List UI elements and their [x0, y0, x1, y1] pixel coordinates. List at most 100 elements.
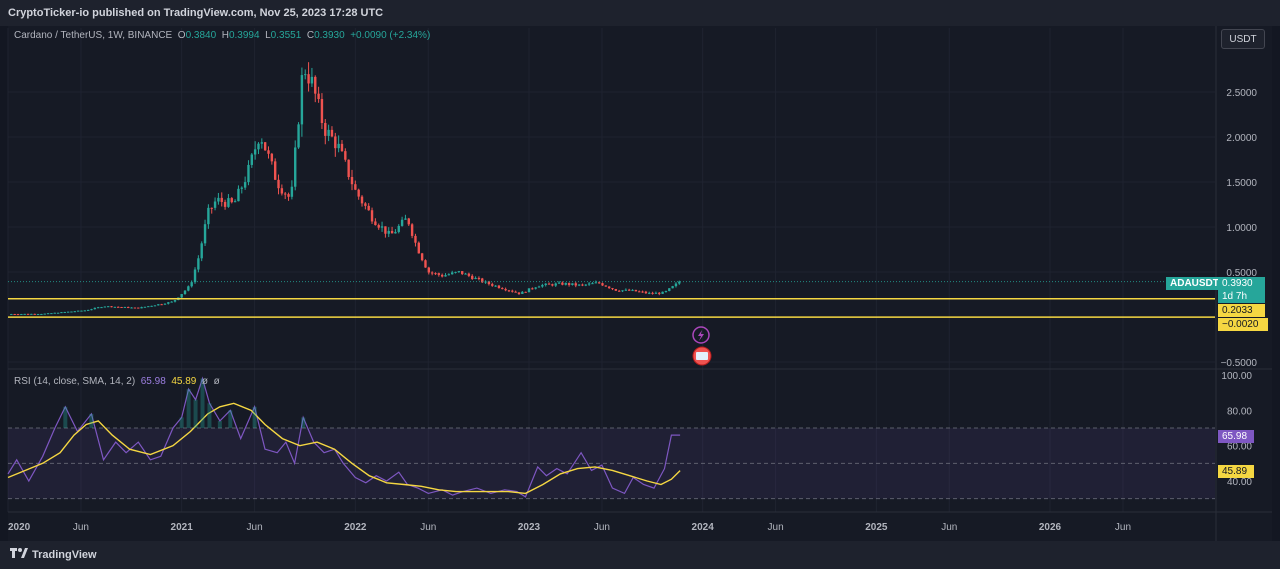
- candle-body: [157, 304, 160, 306]
- candle-body: [514, 291, 517, 293]
- candle-body: [23, 313, 26, 315]
- candle-body: [404, 218, 407, 220]
- lightning-event-icon[interactable]: [692, 326, 710, 344]
- candle-body: [253, 149, 257, 155]
- candle-body: [197, 258, 200, 270]
- symbol-legend: Cardano / TetherUS, 1W, BINANCE O0.3840 …: [14, 30, 430, 41]
- candle-body: [434, 273, 437, 275]
- candle-body: [314, 76, 317, 94]
- candle-body: [53, 312, 56, 314]
- currency-button[interactable]: USDT: [1221, 29, 1265, 49]
- candle-body: [273, 161, 277, 180]
- candle-body: [317, 93, 320, 100]
- candle-body: [63, 311, 66, 313]
- candle-body: [220, 197, 223, 202]
- candle-body: [527, 288, 531, 293]
- candle-body: [20, 313, 23, 315]
- candle-body: [300, 75, 304, 125]
- candle-body: [340, 143, 344, 152]
- candle-body: [100, 307, 103, 309]
- candle-body: [140, 307, 143, 309]
- candle-body: [217, 197, 220, 202]
- candle-body: [180, 294, 183, 298]
- candle-body: [601, 283, 604, 286]
- candle-body: [617, 290, 621, 292]
- candle-body: [380, 226, 384, 228]
- candle-body: [661, 291, 664, 294]
- candle-body: [504, 289, 507, 291]
- candle-body: [574, 283, 577, 286]
- candle-body: [284, 193, 287, 195]
- candle-body: [280, 188, 284, 194]
- candle-body: [324, 123, 327, 136]
- candle-body: [120, 307, 123, 309]
- price-axis-tick-label: 2.5000: [1226, 88, 1257, 99]
- candle-body: [153, 305, 157, 307]
- time-axis-tick-label: 2025: [865, 522, 888, 533]
- flag-icon: [696, 352, 708, 360]
- low-label: L: [265, 30, 271, 41]
- candle-body: [337, 143, 340, 149]
- candle-body: [133, 307, 137, 309]
- candle-body: [260, 142, 264, 144]
- candle-body: [474, 277, 477, 279]
- candle-body: [334, 136, 337, 149]
- candle-body: [584, 284, 587, 286]
- publish-header: CryptoTicker-io published on TradingView…: [0, 0, 1280, 26]
- candle-body: [170, 301, 173, 303]
- candle-body: [594, 282, 598, 284]
- candle-body: [461, 271, 464, 274]
- chart-frame[interactable]: [8, 26, 1272, 541]
- candle-body: [26, 313, 30, 315]
- candle-body: [491, 284, 494, 286]
- candle-body: [163, 303, 167, 305]
- candle-body: [674, 283, 678, 287]
- candle-body: [10, 314, 13, 316]
- candle-body: [173, 300, 177, 302]
- tradingview-brand[interactable]: TradingView: [32, 549, 97, 562]
- candle-body: [327, 129, 330, 136]
- candle-body: [290, 186, 294, 197]
- tradingview-logo-icon[interactable]: [10, 541, 28, 569]
- candle-body: [207, 207, 210, 225]
- rsi-ma-tag: 45.89: [1218, 465, 1254, 478]
- candle-body: [130, 307, 133, 309]
- candle-body: [467, 273, 471, 276]
- rsi-title[interactable]: RSI (14, close, SMA, 14, 2): [14, 376, 136, 387]
- candle-body: [297, 124, 300, 148]
- candle-body: [671, 286, 674, 289]
- candle-body: [364, 203, 367, 206]
- candle-body: [417, 242, 420, 254]
- high-value: 0.3994: [228, 30, 260, 41]
- axis-layer: 2.5000 2.0000 1.5000 1.0000 0.5000 −0.5000 202…: [8, 88, 1257, 533]
- rsi-axis-tick-label: 100.00: [1221, 371, 1252, 382]
- change-value: +0.0090 (+2.34%): [350, 30, 431, 41]
- close-value: 0.3930: [314, 30, 345, 41]
- candle-body: [43, 313, 46, 315]
- time-axis-tick-label: 2021: [171, 522, 194, 533]
- candle-body: [537, 286, 541, 288]
- candle-body: [611, 288, 614, 290]
- candle-body: [183, 290, 187, 295]
- candle-body: [127, 306, 130, 308]
- time-axis-tick-label: Jun: [768, 522, 784, 533]
- candle-body: [651, 292, 654, 294]
- candle-body: [444, 275, 447, 277]
- symbol-title[interactable]: Cardano / TetherUS, 1W, BINANCE: [14, 30, 173, 41]
- candle-body: [457, 271, 461, 273]
- candle-body: [123, 306, 127, 308]
- candle-body: [210, 207, 213, 209]
- event-layer: [692, 326, 712, 366]
- candle-body: [654, 292, 658, 294]
- price-axis-tick-label: 1.5000: [1226, 178, 1257, 189]
- candle-body: [440, 274, 444, 277]
- candle-body: [270, 153, 274, 162]
- candle-body: [494, 285, 497, 287]
- candle-body: [561, 282, 564, 285]
- candle-body: [614, 289, 618, 291]
- candle-body: [607, 286, 611, 289]
- candle-body: [76, 310, 80, 312]
- candle-body: [410, 224, 414, 236]
- ticker-tag: ADAUSDT: [1166, 277, 1223, 290]
